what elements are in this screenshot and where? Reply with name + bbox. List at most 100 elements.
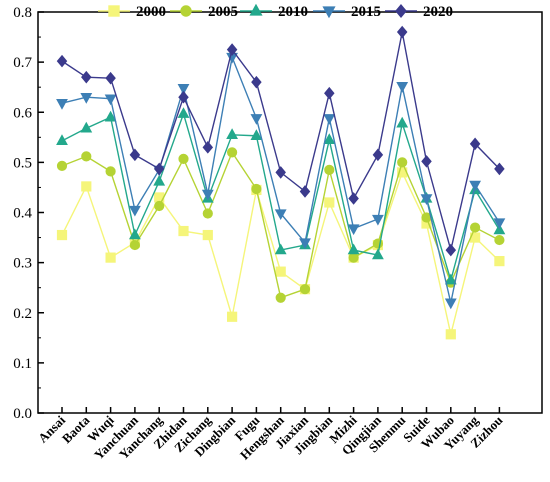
data-point bbox=[299, 284, 311, 295]
legend-marker bbox=[249, 3, 263, 16]
data-point bbox=[470, 222, 481, 233]
legend-item-2000: 2000 bbox=[98, 4, 166, 20]
data-point bbox=[178, 225, 189, 237]
data-point bbox=[493, 218, 506, 230]
x-tick-label: Baota bbox=[59, 412, 93, 446]
data-point bbox=[56, 99, 68, 110]
data-point bbox=[104, 94, 117, 106]
data-point bbox=[129, 148, 141, 162]
data-point bbox=[371, 214, 384, 226]
series-line bbox=[61, 54, 500, 303]
data-point bbox=[202, 141, 214, 154]
data-point bbox=[444, 273, 457, 285]
legend-item-2020: 2020 bbox=[385, 3, 453, 20]
legend-marker bbox=[180, 5, 192, 17]
data-point bbox=[226, 43, 238, 56]
series-2005 bbox=[56, 147, 505, 303]
data-point bbox=[469, 137, 481, 151]
data-point bbox=[347, 243, 360, 255]
legend: 2000 2005 2010 2015 2020 bbox=[98, 3, 453, 20]
data-point bbox=[299, 185, 311, 198]
data-point bbox=[274, 209, 287, 221]
legend-item-2010: 2010 bbox=[240, 3, 308, 20]
legend-item-2005: 2005 bbox=[170, 4, 238, 20]
data-point bbox=[299, 238, 311, 250]
data-point bbox=[396, 116, 409, 128]
legend-label: 2000 bbox=[136, 4, 166, 20]
data-point bbox=[494, 234, 505, 246]
data-point bbox=[348, 252, 359, 263]
y-tick-label: 0.2 bbox=[13, 306, 32, 322]
legend-marker bbox=[322, 6, 336, 19]
legend-label: 2005 bbox=[208, 4, 238, 20]
y-tick-label: 0.5 bbox=[13, 155, 32, 171]
data-point bbox=[494, 256, 505, 267]
data-point bbox=[445, 243, 457, 257]
data-point bbox=[275, 266, 286, 277]
data-point bbox=[227, 311, 238, 322]
data-point bbox=[177, 84, 190, 95]
y-tick-label: 0.3 bbox=[13, 256, 32, 272]
data-point bbox=[420, 194, 433, 206]
data-point bbox=[274, 243, 287, 255]
y-tick-label: 0.8 bbox=[13, 5, 32, 21]
data-point bbox=[371, 248, 384, 260]
y-tick-label: 0.7 bbox=[13, 55, 32, 71]
data-point bbox=[153, 174, 166, 186]
data-point bbox=[445, 329, 456, 340]
y-tick-label: 0.4 bbox=[13, 206, 32, 222]
plot-frame bbox=[37, 11, 543, 414]
data-point bbox=[56, 229, 68, 241]
data-point bbox=[129, 239, 140, 251]
legend-label: 2015 bbox=[351, 4, 381, 20]
data-point bbox=[251, 183, 262, 195]
legend-marker bbox=[395, 3, 407, 19]
data-point bbox=[128, 205, 141, 217]
data-point bbox=[397, 157, 408, 168]
data-point bbox=[324, 86, 335, 100]
data-point bbox=[202, 229, 213, 241]
data-point bbox=[494, 162, 505, 176]
data-point bbox=[81, 70, 92, 84]
data-point bbox=[128, 228, 141, 240]
data-point bbox=[80, 121, 93, 133]
data-point bbox=[324, 197, 335, 208]
data-point bbox=[56, 160, 68, 171]
data-point bbox=[202, 208, 213, 219]
y-tick-label: 0.6 bbox=[13, 105, 32, 121]
data-point bbox=[324, 164, 335, 175]
data-point bbox=[469, 180, 482, 192]
series-2020 bbox=[56, 25, 505, 257]
legend-item-2015: 2015 bbox=[313, 4, 381, 20]
legend-label: 2020 bbox=[423, 4, 453, 20]
data-point bbox=[275, 292, 286, 303]
y-tick-label: 0.0 bbox=[13, 406, 32, 422]
data-point bbox=[323, 133, 336, 144]
series-2010 bbox=[56, 107, 506, 285]
legend-label: 2010 bbox=[278, 4, 308, 20]
y-tick-label: 0.1 bbox=[13, 356, 32, 372]
data-point bbox=[105, 252, 116, 263]
data-point bbox=[396, 25, 408, 39]
data-point bbox=[275, 166, 286, 179]
data-point bbox=[178, 153, 189, 164]
data-point bbox=[178, 90, 189, 104]
data-point bbox=[348, 192, 359, 205]
data-point bbox=[104, 110, 117, 122]
series-layer bbox=[56, 25, 506, 340]
data-point bbox=[421, 155, 432, 168]
data-point bbox=[226, 128, 239, 139]
data-point bbox=[81, 181, 92, 192]
data-point bbox=[153, 162, 165, 176]
data-point bbox=[444, 298, 457, 310]
data-point bbox=[250, 114, 263, 125]
data-point bbox=[177, 107, 190, 118]
data-point bbox=[251, 75, 262, 89]
data-point bbox=[396, 82, 409, 93]
data-point bbox=[323, 114, 336, 125]
data-point bbox=[201, 189, 214, 201]
legend-marker bbox=[108, 5, 120, 17]
data-point bbox=[154, 200, 165, 212]
data-point bbox=[347, 224, 360, 236]
